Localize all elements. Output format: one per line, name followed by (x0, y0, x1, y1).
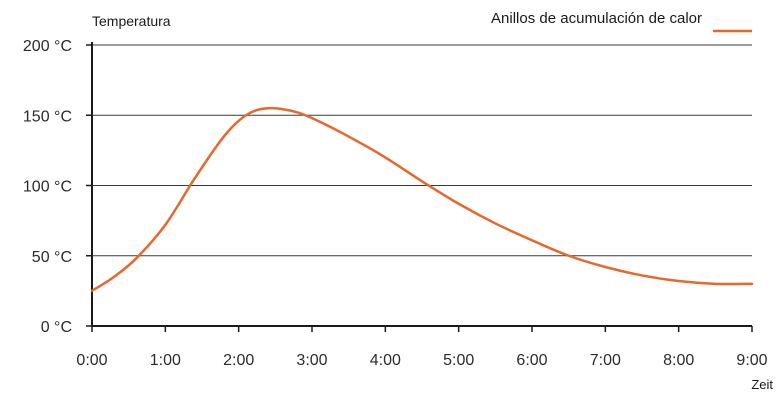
y-tick-labels: 0 °C 50 °C 100 °C 150 °C 200 °C (23, 38, 92, 336)
axes (91, 42, 752, 327)
legend-series-label: Anillos de acumulación de calor (491, 10, 702, 27)
y-tick-label: 50 °C (32, 249, 72, 266)
series-lines (90, 106, 754, 293)
x-tick-label: 9:00 (736, 352, 767, 369)
x-tick-label: 4:00 (370, 352, 401, 369)
x-tick-label: 1:00 (150, 352, 181, 369)
x-axis-title: Zeit (751, 377, 773, 392)
x-tick-label: 7:00 (590, 352, 621, 369)
legend: Anillos de acumulación de calor (491, 10, 752, 33)
y-tick-label: 200 °C (23, 38, 72, 55)
x-tick-labels: 0:00 1:00 2:00 3:00 4:00 5:00 6:00 7:00 8:00 9:00 (76, 326, 768, 369)
y-tick-label: 150 °C (23, 108, 72, 125)
y-axis-title: Temperatura (92, 13, 171, 29)
x-tick-label: 3:00 (296, 352, 327, 369)
x-tick-label: 6:00 (516, 352, 547, 369)
x-tick-label: 5:00 (443, 352, 474, 369)
x-tick-label: 2:00 (223, 352, 254, 369)
grid-lines (92, 44, 752, 257)
y-tick-label: 0 °C (41, 319, 72, 336)
x-tick-label: 8:00 (663, 352, 694, 369)
y-tick-label: 100 °C (23, 179, 72, 196)
x-tick-label: 0:00 (76, 352, 107, 369)
series-line (90, 106, 754, 293)
